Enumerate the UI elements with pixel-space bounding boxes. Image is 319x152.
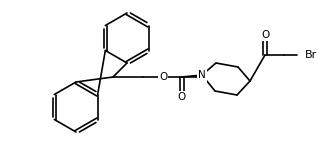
Text: O: O [159, 72, 167, 82]
Text: N: N [198, 72, 206, 82]
Text: N: N [198, 70, 206, 80]
Text: O: O [261, 30, 269, 40]
Text: O: O [178, 92, 186, 102]
Text: Br: Br [305, 50, 317, 60]
